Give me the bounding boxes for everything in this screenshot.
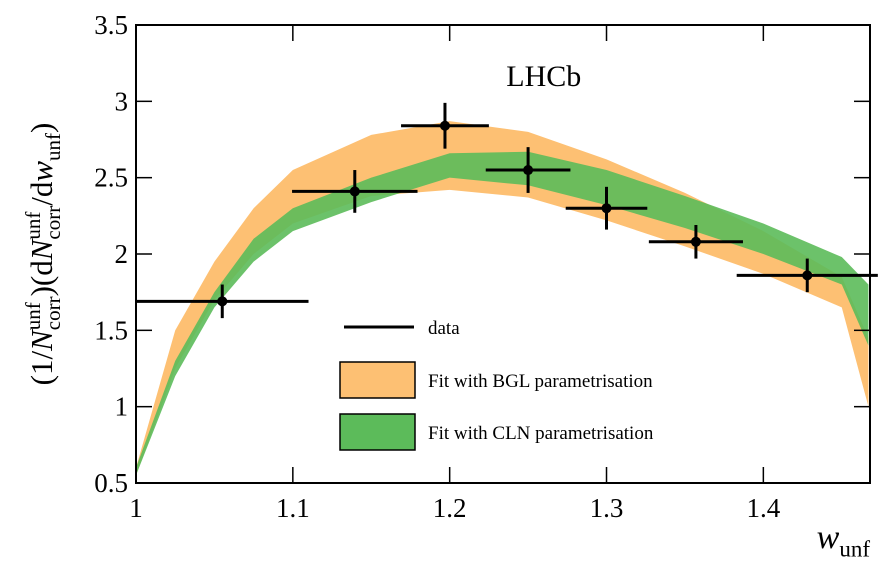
y-tick-label: 2	[115, 239, 129, 269]
ylabel-part: N	[24, 237, 59, 261]
y-tick-label: 1.5	[94, 315, 128, 345]
x-tick-label: 1.1	[276, 493, 310, 523]
data-point	[349, 186, 360, 197]
ylabel-part: /d	[24, 181, 59, 206]
data-point	[523, 165, 534, 176]
xlabel-part: w	[817, 519, 840, 556]
ylabel-part: corr	[41, 296, 65, 330]
legend-label: Fit with CLN parametrisation	[428, 423, 654, 444]
data-point	[690, 236, 701, 247]
legend-label: Fit with BGL parametrisation	[428, 371, 653, 392]
data-point	[601, 203, 612, 214]
data-point	[217, 296, 228, 307]
ylabel-part: )(d	[24, 260, 59, 297]
legend-label: data	[428, 318, 460, 339]
ylabel-part: unf	[21, 302, 45, 330]
x-tick-label: 1.3	[590, 493, 624, 523]
y-tick-label: 1	[115, 392, 129, 422]
annotation: LHCb	[506, 60, 581, 93]
y-tick-label: 3.5	[94, 10, 128, 40]
ylabel-label: (1/Nunfcorr)(dNunfcorr/dwunf)	[21, 123, 65, 386]
ylabel-part: (1/	[24, 351, 59, 386]
ylabel-part: N	[24, 328, 59, 352]
ylabel-part: )	[24, 123, 59, 133]
legend-swatch	[339, 361, 416, 399]
ylabel-part: unf	[21, 212, 45, 240]
x-tick-label: 1	[129, 493, 143, 523]
ylabel-part: unf	[41, 133, 65, 161]
y-tick-label: 0.5	[94, 468, 128, 498]
y-tick-label: 3	[115, 86, 129, 116]
x-tick-label: 1.4	[746, 493, 780, 523]
legend-swatch	[339, 413, 416, 451]
xlabel-label: wunf	[817, 519, 871, 562]
xlabel-part: unf	[839, 537, 870, 562]
data-point	[802, 270, 813, 281]
x-tick-label: 1.2	[433, 493, 467, 523]
ylabel-part: corr	[41, 206, 65, 240]
y-tick-label: 2.5	[94, 163, 128, 193]
data-point	[439, 120, 450, 131]
ylabel-part: w	[24, 161, 59, 182]
